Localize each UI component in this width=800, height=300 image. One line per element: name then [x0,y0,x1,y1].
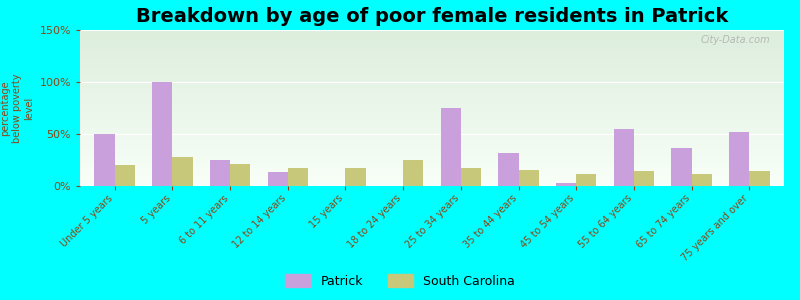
Bar [556,183,576,186]
Bar [461,168,481,186]
Bar [729,132,750,186]
Y-axis label: percentage
below poverty
level: percentage below poverty level [1,73,34,143]
Title: Breakdown by age of poor female residents in Patrick: Breakdown by age of poor female resident… [136,7,728,26]
Bar [692,173,712,186]
Text: City-Data.com: City-Data.com [700,35,770,45]
Bar [750,171,770,186]
Bar [172,157,193,186]
Bar [441,108,461,186]
Bar [230,164,250,186]
Bar [576,173,597,186]
Bar [152,82,172,186]
Bar [498,153,518,186]
Legend: Patrick, South Carolina: Patrick, South Carolina [286,274,514,288]
Bar [94,134,114,186]
Bar [518,170,538,186]
Bar [210,160,230,186]
Bar [403,160,423,186]
Bar [267,172,288,186]
Bar [671,148,692,186]
Bar [288,168,308,186]
Bar [614,129,634,186]
Bar [634,171,654,186]
Bar [346,168,366,186]
Bar [114,165,135,186]
